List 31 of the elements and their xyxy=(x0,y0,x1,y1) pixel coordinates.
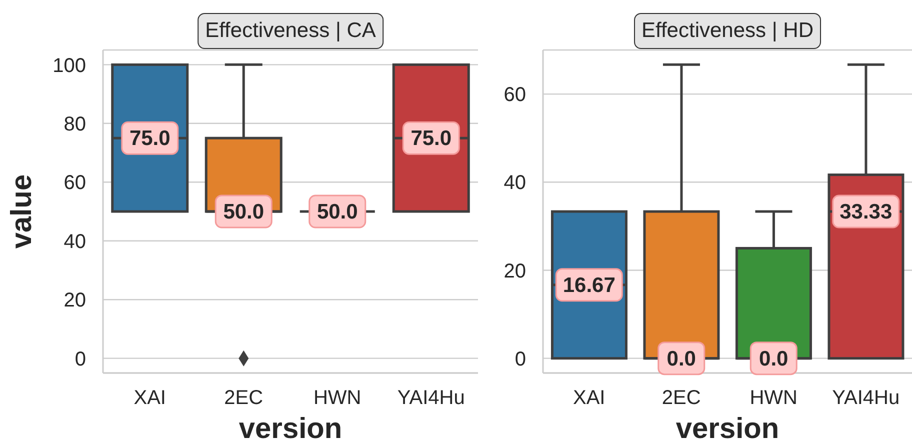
annotation: 50.0 xyxy=(316,200,358,223)
y-tick-label: 100 xyxy=(52,54,86,77)
y-tick-label: 0 xyxy=(74,348,86,370)
annotation: 75.0 xyxy=(410,126,452,150)
x-tick-label: HWN xyxy=(313,387,362,410)
x-tick-label: HWN xyxy=(750,387,798,410)
annotation: 33.33 xyxy=(840,200,892,224)
y-tick-label: 80 xyxy=(64,114,86,136)
chart-title: Effectiveness | CA xyxy=(197,13,384,49)
y-axis-title: value xyxy=(6,174,38,249)
x-tick-label: YAI4Hu xyxy=(832,387,900,410)
annotation: 0.0 xyxy=(666,346,696,370)
x-tick-label: 2EC xyxy=(224,387,264,410)
y-tick-label: 20 xyxy=(504,260,526,282)
x-tick-label: XAI xyxy=(134,387,166,410)
annotation: 75.0 xyxy=(129,126,170,150)
y-tick-label: 40 xyxy=(64,230,86,253)
annotation: 50.0 xyxy=(223,200,264,223)
y-tick-label: 40 xyxy=(504,172,526,194)
y-tick-label: 60 xyxy=(64,172,86,194)
annotation: 0.0 xyxy=(759,346,788,370)
x-axis-title: version xyxy=(676,413,780,444)
annotation: 16.67 xyxy=(562,273,616,296)
y-tick-label: 20 xyxy=(64,290,86,312)
x-axis-title: version xyxy=(238,413,342,444)
x-tick-label: XAI xyxy=(573,387,606,410)
y-tick-label: 60 xyxy=(504,84,526,106)
y-tick-label: 0 xyxy=(514,348,526,370)
chart-title: Effectiveness | HD xyxy=(634,13,822,49)
x-tick-label: YAI4Hu xyxy=(397,387,465,410)
x-tick-label: 2EC xyxy=(662,387,701,410)
